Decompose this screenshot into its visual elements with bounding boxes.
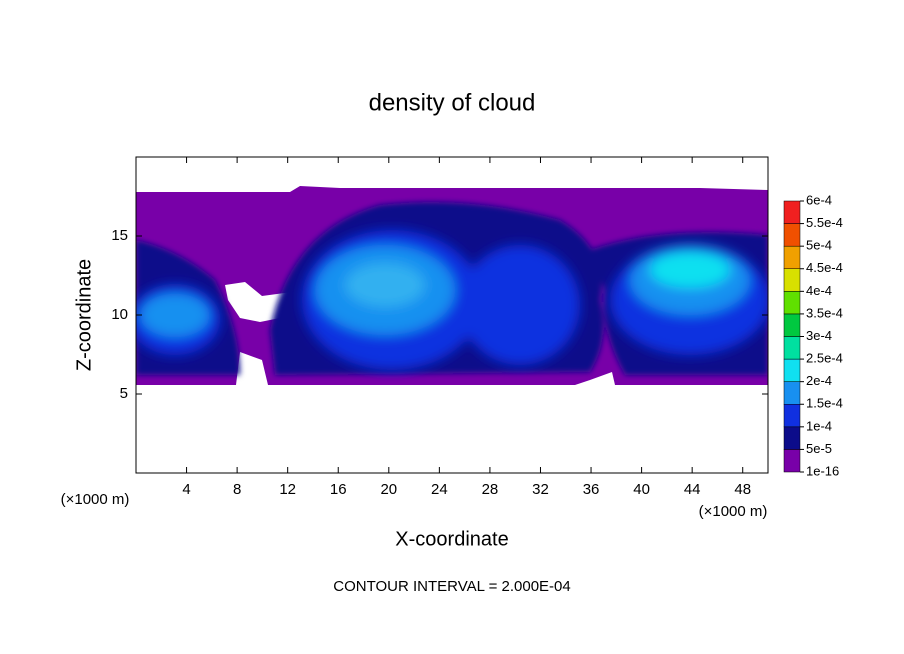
colorbar-label: 3e-4 — [806, 328, 832, 343]
colorbar-label: 4.5e-4 — [806, 260, 843, 275]
colorbar-label: 6e-4 — [806, 192, 832, 207]
contour-field — [136, 186, 768, 385]
x-tick-label: 36 — [583, 481, 600, 498]
x-tick-label: 4 — [182, 481, 190, 498]
x-tick-label: 12 — [279, 481, 296, 498]
colorbar-box — [783, 381, 801, 405]
annotation: CONTOUR INTERVAL = 2.000E-04 — [333, 578, 570, 595]
x-tick-label: 32 — [532, 481, 549, 498]
colorbar-box — [783, 404, 801, 428]
x-tick-label: 44 — [684, 481, 701, 498]
y-tick-label: 5 — [120, 385, 128, 402]
colorbar-box — [783, 268, 801, 292]
colorbar-box — [783, 449, 801, 473]
chart-title: density of cloud — [369, 89, 536, 116]
x-tick-label: 16 — [330, 481, 347, 498]
colorbar-label: 1e-4 — [806, 418, 832, 433]
colorbar-box — [783, 291, 801, 315]
x-tick-label: 40 — [633, 481, 650, 498]
y-unit: (×1000 m) — [61, 491, 130, 508]
x-unit: (×1000 m) — [699, 503, 768, 520]
colorbar-label: 3.5e-4 — [806, 305, 843, 320]
y-axis-label: Z-coordinate — [73, 259, 95, 371]
colorbar-label: 1e-16 — [806, 463, 839, 478]
colorbar-box — [783, 426, 801, 450]
colorbar-label: 5e-5 — [806, 441, 832, 456]
colorbar-label: 2.5e-4 — [806, 351, 843, 366]
x-tick-label: 28 — [482, 481, 499, 498]
colorbar-box — [783, 245, 801, 270]
colorbar-label: 4e-4 — [806, 283, 832, 298]
y-tick-label: 10 — [111, 306, 128, 323]
colorbar-label: 1.5e-4 — [806, 396, 843, 411]
x-tick-label: 8 — [233, 481, 241, 498]
colorbar-box — [783, 358, 801, 382]
x-tick-label: 24 — [431, 481, 448, 498]
colorbar-box — [783, 200, 801, 224]
x-axis-label: X-coordinate — [395, 528, 508, 550]
x-tick-label: 20 — [380, 481, 397, 498]
colorbar-label: 5.5e-4 — [806, 215, 843, 230]
x-tick-label: 48 — [734, 481, 751, 498]
colorbar-box — [783, 336, 801, 360]
colorbar-label: 5e-4 — [806, 238, 832, 253]
colorbar-box — [783, 223, 801, 247]
colorbar-label: 2e-4 — [806, 373, 832, 388]
y-tick-label: 15 — [111, 227, 128, 244]
colorbar-box — [783, 313, 801, 337]
